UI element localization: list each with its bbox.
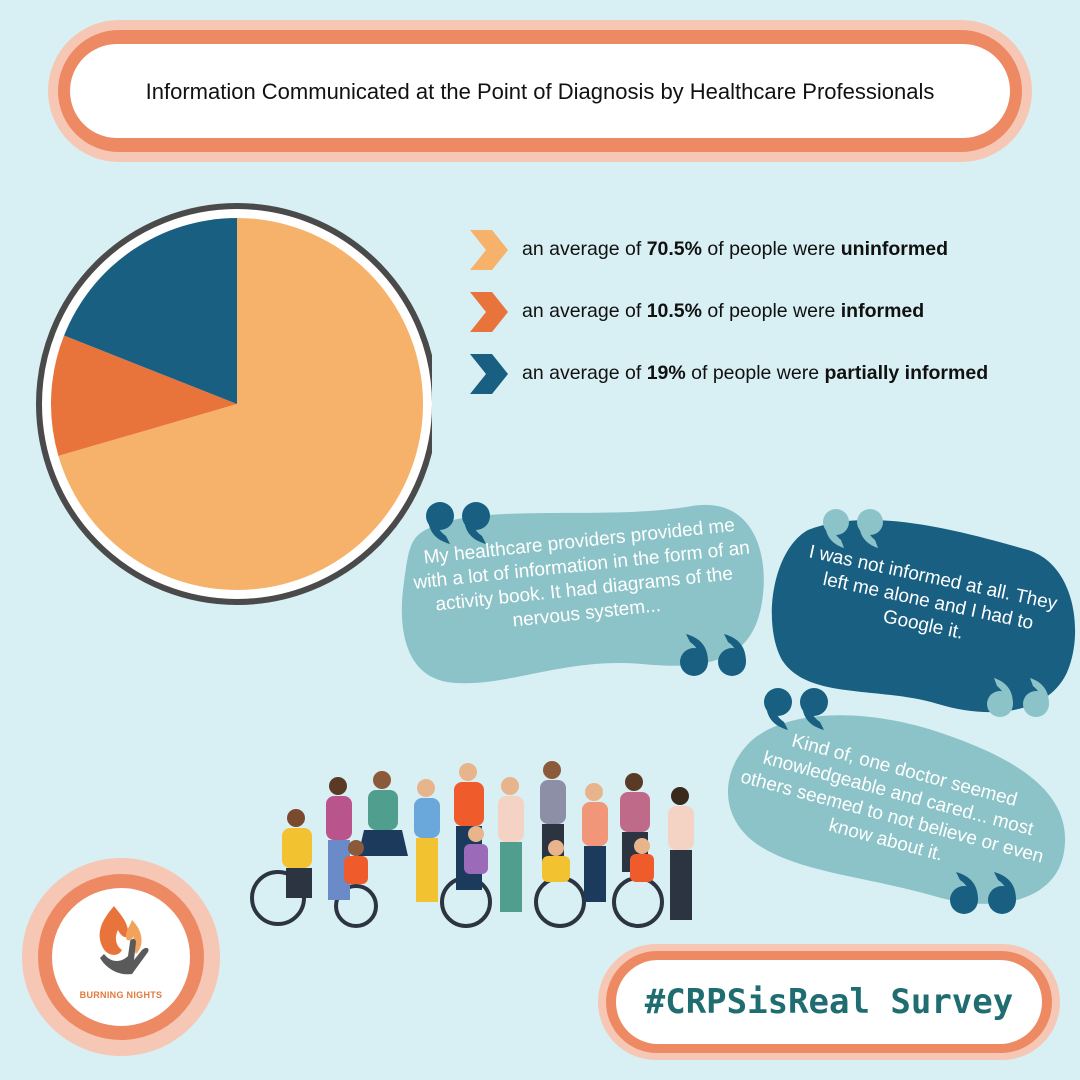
title-banner: Information Communicated at the Point of… (70, 44, 1010, 138)
close-quote-icon (680, 634, 746, 676)
legend-value: 19% (646, 362, 686, 384)
legend-label: partially informed (824, 362, 989, 384)
legend-value: 10.5% (646, 300, 702, 322)
legend-middle: of people were (701, 238, 841, 260)
pie-slice-informed (51, 335, 237, 456)
hashtag-banner: #CRPSisReal Survey (616, 960, 1042, 1044)
flame-hands-icon (99, 906, 149, 975)
close-quote-icon (987, 678, 1049, 717)
page-title: Information Communicated at the Point of… (145, 78, 935, 104)
chevron-right-icon (470, 292, 508, 332)
close-quote-icon (950, 872, 1016, 914)
quote-bubble-1 (401, 502, 764, 684)
legend-item-partially-informed: an average of 19% of people were partial… (468, 350, 1068, 412)
pie-slices (51, 218, 423, 590)
legend: an average of 70.5% of people were uninf… (468, 226, 1068, 412)
people-illustration (250, 761, 694, 928)
open-quote-icon (426, 502, 490, 544)
legend-label: uninformed (840, 238, 948, 260)
pie-chart (36, 203, 432, 605)
person-group (250, 761, 694, 928)
logo (52, 888, 190, 1026)
open-quote-icon (764, 688, 828, 730)
legend-prefix: an average of (522, 300, 647, 322)
quote-bubble-3 (727, 688, 1066, 914)
logo-text: BURNING NIGHTS (79, 990, 163, 1000)
chevron-right-icon (470, 230, 508, 270)
pie-slice-uninformed (58, 218, 423, 590)
hashtag-text: #CRPSisReal Survey (644, 982, 1014, 1022)
pie-slice-partially-informed (64, 218, 237, 404)
legend-middle: of people were (685, 362, 825, 384)
legend-item-uninformed: an average of 70.5% of people were uninf… (468, 226, 1068, 288)
chevron-right-icon (470, 354, 508, 394)
legend-label: informed (840, 300, 925, 322)
legend-middle: of people were (701, 300, 841, 322)
quote-bubble-2 (771, 509, 1076, 717)
open-quote-icon (823, 509, 883, 548)
legend-value: 70.5% (646, 238, 702, 260)
legend-item-informed: an average of 10.5% of people were infor… (468, 288, 1068, 350)
legend-prefix: an average of (522, 362, 647, 384)
legend-prefix: an average of (522, 238, 647, 260)
